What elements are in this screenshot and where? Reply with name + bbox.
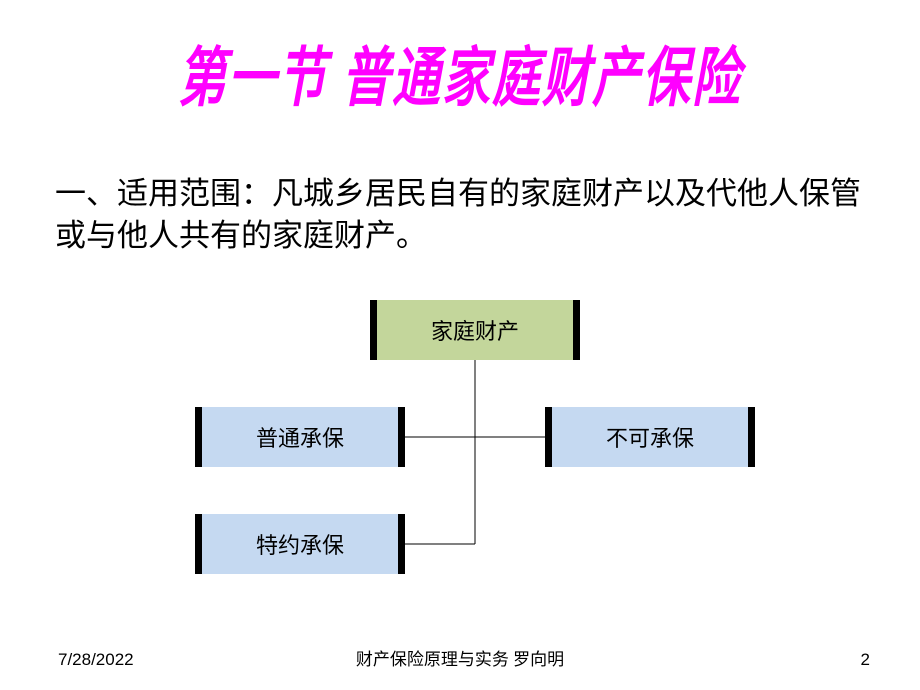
footer-center: 财产保险原理与实务 罗向明 bbox=[0, 645, 920, 670]
slide-footer: 7/28/2022 财产保险原理与实务 罗向明 2 bbox=[0, 645, 920, 670]
node-label: 家庭财产 bbox=[431, 314, 519, 346]
node-label: 特约承保 bbox=[256, 528, 344, 560]
title-text: 第一节 普通家庭财产保险 bbox=[178, 43, 742, 115]
node-bar-right bbox=[398, 407, 405, 467]
node-bar-right bbox=[748, 407, 755, 467]
footer-page-number: 2 bbox=[861, 650, 870, 670]
node-bar-left bbox=[545, 407, 552, 467]
node-bar-right bbox=[398, 514, 405, 574]
node-bar-right bbox=[573, 300, 580, 360]
body-text: 一、适用范围：凡城乡居民自有的家庭财产以及代他人保管或与他人共有的家庭财产。 bbox=[55, 176, 861, 253]
node-label: 不可承保 bbox=[606, 421, 694, 453]
footer-date: 7/28/2022 bbox=[58, 650, 134, 670]
node-root: 家庭财产 bbox=[370, 300, 580, 360]
node-bar-left bbox=[195, 407, 202, 467]
slide-title: 第一节 普通家庭财产保险 bbox=[0, 0, 920, 119]
node-left: 普通承保 bbox=[195, 407, 405, 467]
org-chart: 家庭财产普通承保 不可承保特约承保 bbox=[0, 292, 920, 622]
node-right: 不可承保 bbox=[545, 407, 755, 467]
node-bottom: 特约承保 bbox=[195, 514, 405, 574]
node-bar-left bbox=[195, 514, 202, 574]
node-bar-left bbox=[370, 300, 377, 360]
node-label: 普通承保 bbox=[256, 421, 344, 453]
